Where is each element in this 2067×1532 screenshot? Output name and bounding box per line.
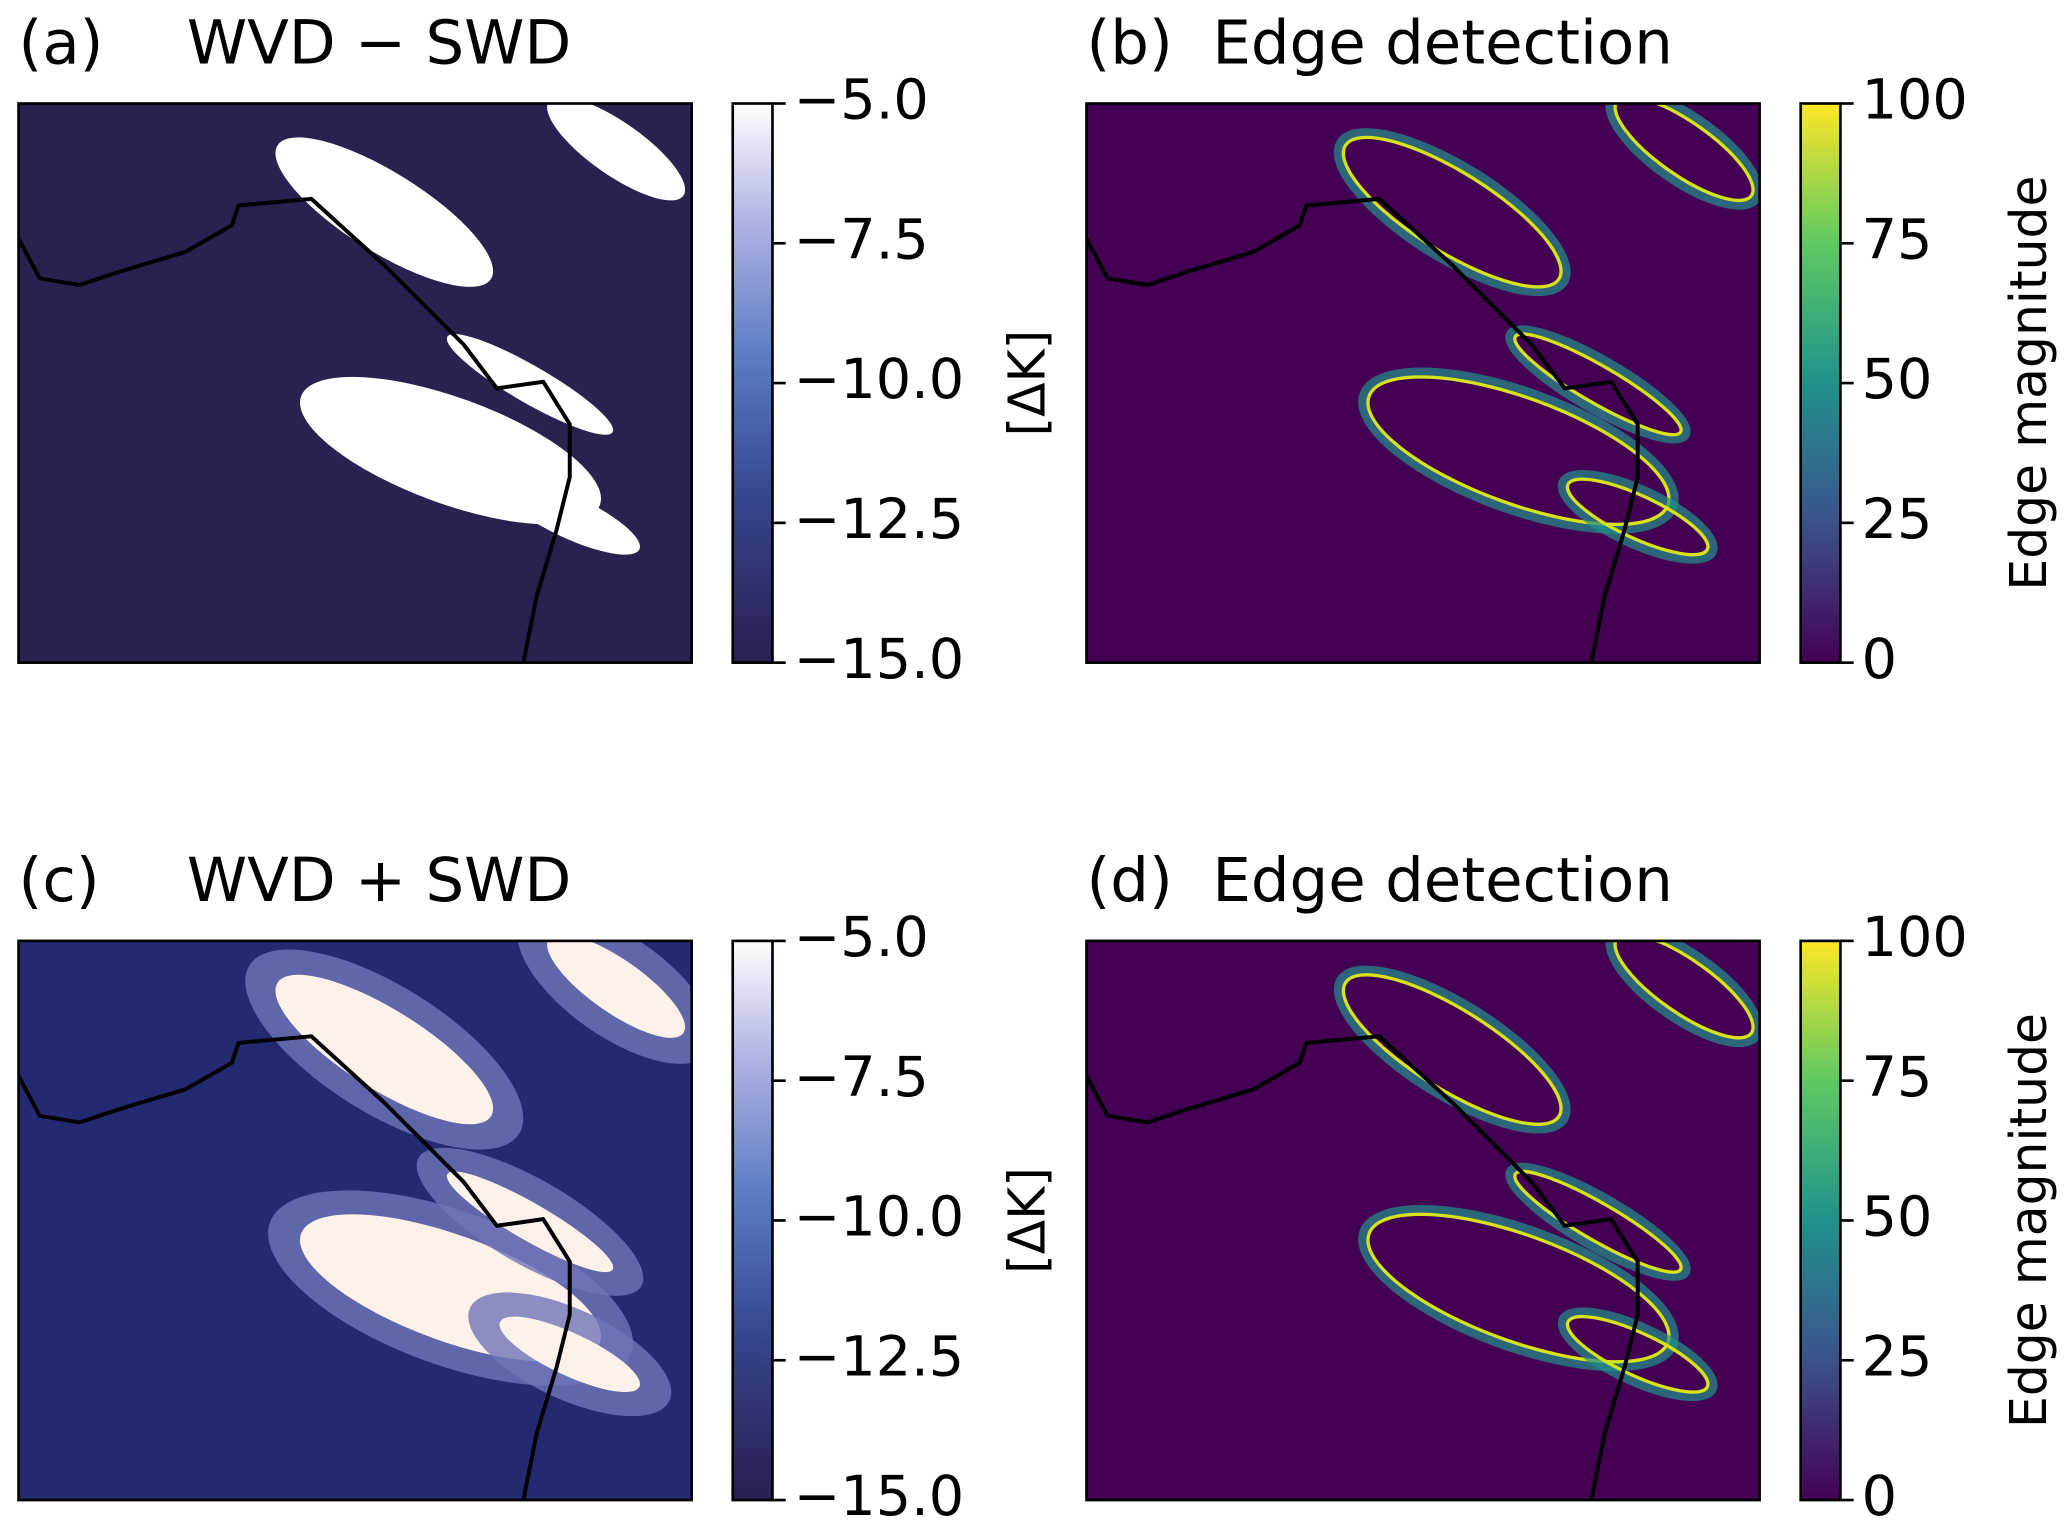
colorbar-tick-label: −7.5 xyxy=(794,207,929,272)
image xyxy=(18,940,692,1501)
colorbar-tick-label: 50 xyxy=(1862,1185,1933,1250)
panel-title: WVD + SWD xyxy=(187,845,572,916)
colorbar-tick-label: −15.0 xyxy=(794,627,965,692)
edge xyxy=(1565,1314,1710,1394)
colorbar-label: Edge magnitude xyxy=(1999,1013,2058,1428)
colorbar-tick-label: 100 xyxy=(1862,68,1968,133)
panel xyxy=(17,102,693,664)
coastline xyxy=(18,196,572,663)
axes-frame xyxy=(17,102,693,664)
panel-title: Edge detection xyxy=(1212,8,1673,79)
colorbar-label: [ΔK] xyxy=(997,330,1056,437)
edge-glow xyxy=(1505,1162,1691,1281)
colorbar-tick-label: −5.0 xyxy=(794,905,929,970)
image xyxy=(1086,940,1760,1501)
edge-glow xyxy=(1505,325,1691,444)
edge-glow xyxy=(1557,470,1718,564)
image xyxy=(1086,103,1760,663)
colorbar-tick-label: 0 xyxy=(1862,627,1897,692)
edge-glow xyxy=(1333,965,1571,1134)
edge-glow xyxy=(1333,128,1571,297)
panel-label: (d) xyxy=(1086,845,1172,916)
image xyxy=(18,103,692,663)
colorbar-label: Edge magnitude xyxy=(1999,176,2058,591)
colorbar xyxy=(1799,102,1842,664)
panel xyxy=(1085,102,1761,664)
axes-frame xyxy=(17,939,693,1502)
edge-glow xyxy=(1605,940,1760,1048)
colorbar-tick-label: 75 xyxy=(1862,207,1933,272)
cloud xyxy=(499,479,640,555)
panel-label: (c) xyxy=(19,845,100,916)
coastline xyxy=(1086,1034,1640,1501)
colorbar-tick-label: −12.5 xyxy=(794,487,965,552)
axes-frame xyxy=(1085,102,1761,664)
panel-title: WVD − SWD xyxy=(187,8,572,79)
colorbar xyxy=(731,939,774,1502)
cloud xyxy=(499,1316,640,1393)
image-background xyxy=(1086,103,1760,663)
edge xyxy=(1613,103,1755,203)
cloud xyxy=(547,940,686,1038)
panel xyxy=(17,939,693,1502)
colorbar-tick-label: 0 xyxy=(1862,1464,1897,1529)
colorbar-tick-label: −15.0 xyxy=(794,1464,965,1529)
colorbar-tick-label: 25 xyxy=(1862,1324,1933,1389)
panel-title: Edge detection xyxy=(1212,845,1673,916)
edge xyxy=(1613,940,1755,1040)
edge-glow xyxy=(1605,103,1760,210)
edge-glow xyxy=(1557,1307,1718,1402)
colorbar-tick-label: 100 xyxy=(1862,905,1968,970)
image-background xyxy=(1086,940,1760,1501)
coastline xyxy=(1086,196,1640,663)
panel xyxy=(1085,939,1761,1502)
edge xyxy=(1565,477,1710,557)
axes-frame xyxy=(1085,939,1761,1502)
coastline xyxy=(18,1034,572,1501)
edge xyxy=(1513,332,1683,437)
colorbar-tick-label: −10.0 xyxy=(794,1185,965,1250)
colorbar-tick-label: 75 xyxy=(1862,1045,1933,1110)
colorbar-tick-label: 25 xyxy=(1862,487,1933,552)
edge xyxy=(1513,1169,1683,1274)
colorbar-tick-label: −7.5 xyxy=(794,1045,929,1110)
cloud xyxy=(275,137,494,287)
colorbar xyxy=(731,102,774,664)
colorbar-tick-label: −12.5 xyxy=(794,1324,965,1389)
cloud xyxy=(547,103,686,201)
panel-label: (a) xyxy=(19,8,104,79)
cloud xyxy=(275,974,494,1125)
colorbar-tick-label: −5.0 xyxy=(794,68,929,133)
panel-label: (b) xyxy=(1086,8,1172,79)
colorbar-tick-label: −10.0 xyxy=(794,347,965,412)
colorbar-tick-label: 50 xyxy=(1862,347,1933,412)
colorbar xyxy=(1799,939,1842,1502)
colorbar-label: [ΔK] xyxy=(997,1167,1056,1274)
